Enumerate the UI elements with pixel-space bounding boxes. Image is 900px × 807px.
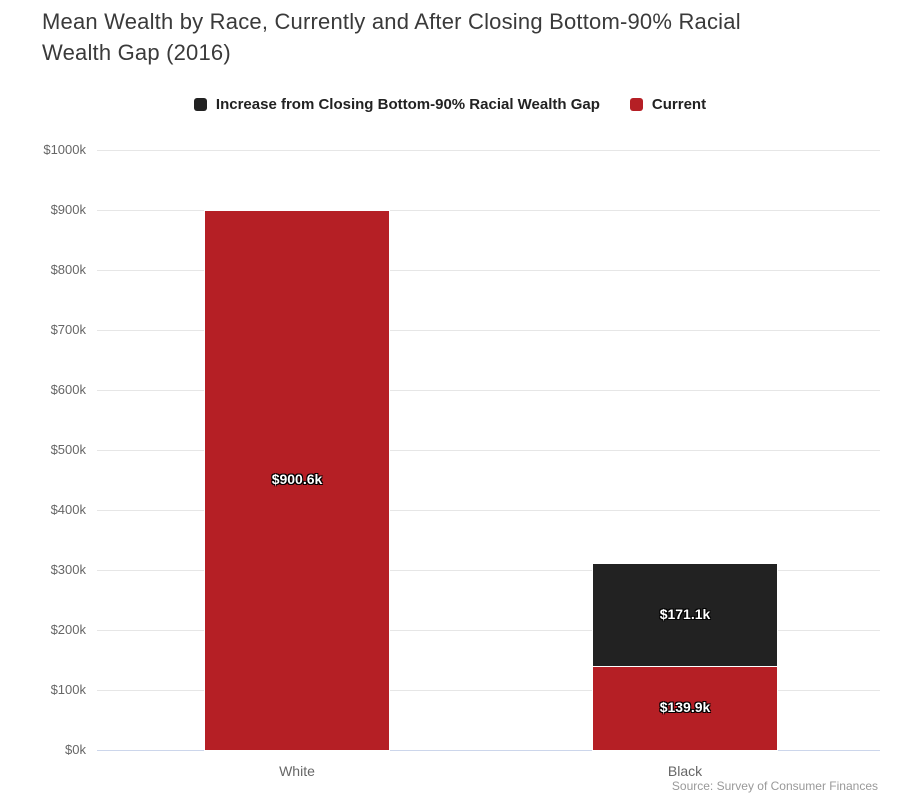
x-axis-line <box>97 750 880 751</box>
source-credit: Source: Survey of Consumer Finances <box>671 779 878 793</box>
gridline <box>97 630 880 631</box>
bar-white-current[interactable] <box>204 209 390 751</box>
y-axis-tick-label: $200k <box>50 622 86 637</box>
legend-marker-current <box>629 98 643 111</box>
gridline <box>97 150 880 151</box>
legend: Increase from Closing Bottom-90% Racial … <box>0 96 900 113</box>
gridline <box>97 210 880 211</box>
gridline <box>97 690 880 691</box>
y-axis-tick-label: $900k <box>50 202 86 217</box>
x-axis-category-label: White <box>279 763 315 779</box>
legend-item-current[interactable]: Current <box>629 96 707 113</box>
gridline <box>97 330 880 331</box>
gridline <box>97 510 880 511</box>
y-axis-tick-label: $500k <box>50 442 86 457</box>
gridline <box>97 570 880 571</box>
x-axis-category-label: Black <box>667 763 703 779</box>
chart-title: Mean Wealth by Race, Currently and After… <box>42 9 741 65</box>
gridline <box>97 450 880 451</box>
gridline <box>97 270 880 271</box>
y-axis-tick-label: $1000k <box>43 142 86 157</box>
legend-label: Increase from Closing Bottom-90% Racial … <box>215 96 600 113</box>
legend-item-increase[interactable]: Increase from Closing Bottom-90% Racial … <box>193 96 600 113</box>
y-axis-tick-label: $400k <box>50 502 86 517</box>
y-axis-tick-label: $800k <box>50 262 86 277</box>
gridline <box>97 390 880 391</box>
legend-label: Current <box>651 96 707 113</box>
y-axis-tick-label: $300k <box>50 562 86 577</box>
bar-black-current[interactable] <box>592 666 778 751</box>
y-axis-tick-label: $100k <box>50 682 86 697</box>
y-axis-tick-label: $700k <box>50 322 86 337</box>
legend-marker-increase <box>193 98 207 111</box>
y-axis-tick-label: $0k <box>65 742 86 757</box>
bar-black-increase[interactable] <box>592 563 778 668</box>
y-axis-tick-label: $600k <box>50 382 86 397</box>
